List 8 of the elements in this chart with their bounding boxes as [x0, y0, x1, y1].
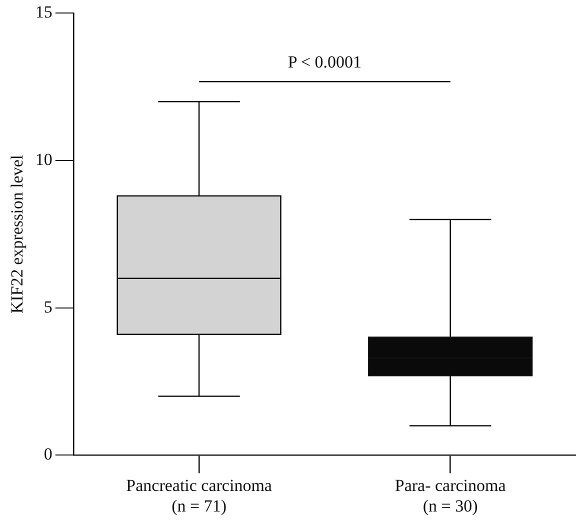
x-tick-label: Pancreatic carcinoma (n = 71) — [126, 476, 272, 516]
y-tick-label: 10 — [35, 150, 52, 169]
y-tick-label: 15 — [35, 2, 52, 22]
y-tick-label: 5 — [44, 297, 52, 316]
annotation: P < 0.0001 — [288, 52, 362, 72]
x-tick-label: Para- carcinoma (n = 30) — [394, 476, 506, 516]
y-tick-label: 0 — [44, 444, 52, 464]
y-axis-title: KIF22 expression level — [8, 154, 27, 314]
